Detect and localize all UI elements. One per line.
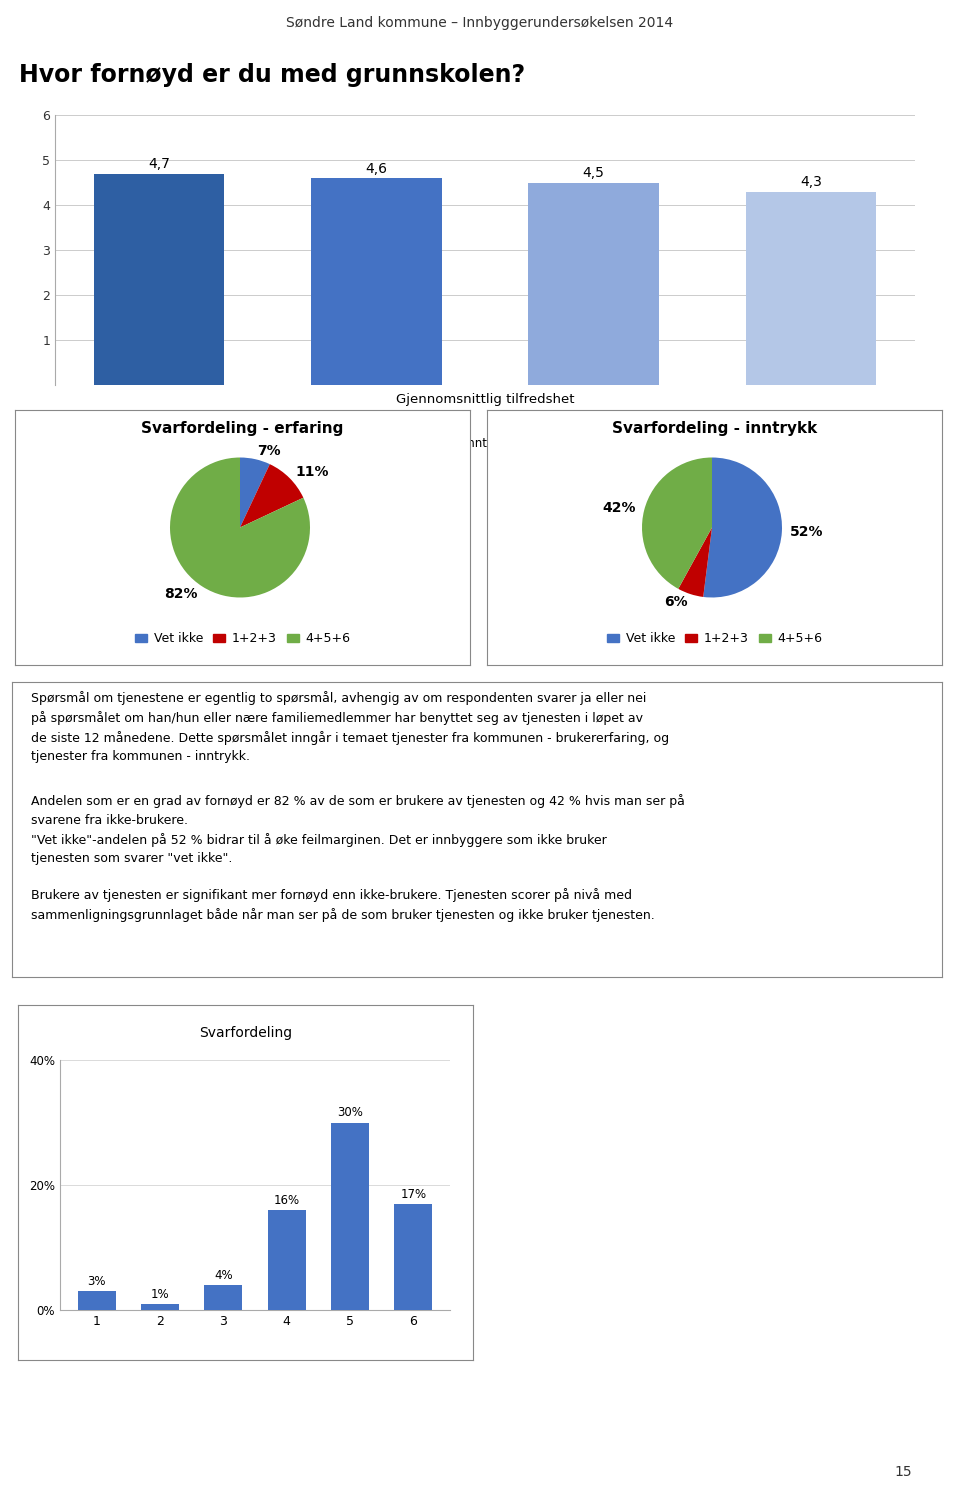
Text: 6%: 6% [664,595,687,608]
Bar [746,191,876,385]
Legend: Søndre Land - erfaring, Søndre Land - inntrykk, Landet - erfaring, Landet - innt: Søndre Land - erfaring, Søndre Land - in… [181,432,789,455]
Text: Hvor fornøyd er du med grunnskolen?: Hvor fornøyd er du med grunnskolen? [19,63,525,86]
Text: Spørsmål om tjenestene er egentlig to spørsmål, avhengig av om respondenten svar: Spørsmål om tjenestene er egentlig to sp… [31,690,669,763]
Text: 17%: 17% [400,1188,426,1200]
Wedge shape [642,458,712,589]
Bar [331,1123,369,1311]
Text: Svarfordeling: Svarfordeling [199,1026,292,1039]
Text: Svarfordeling - inntrykk: Svarfordeling - inntrykk [612,422,817,437]
X-axis label: Gjennomsnittlig tilfredshet: Gjennomsnittlig tilfredshet [396,394,574,407]
Text: 4,7: 4,7 [148,157,170,171]
Text: Svarfordeling - erfaring: Svarfordeling - erfaring [141,422,344,437]
Bar [311,177,442,385]
Wedge shape [170,458,310,598]
Text: Brukere av tjenesten er signifikant mer fornøyd enn ikke-brukere. Tjenesten scor: Brukere av tjenesten er signifikant mer … [31,889,655,923]
Text: 3%: 3% [87,1275,106,1288]
Text: 52%: 52% [790,525,824,540]
Bar [204,1285,242,1311]
Text: 4,6: 4,6 [366,161,388,176]
Text: 82%: 82% [164,586,198,601]
Text: 4,3: 4,3 [800,176,822,189]
Text: Andelen som er en grad av fornøyd er 82 % av de som er brukere av tjenesten og 4: Andelen som er en grad av fornøyd er 82 … [31,795,684,865]
Text: Søndre Land kommune – Innbyggerundersøkelsen 2014: Søndre Land kommune – Innbyggerundersøke… [286,15,674,30]
Bar [528,182,659,385]
Text: 4%: 4% [214,1269,232,1282]
Legend: Vet ikke, 1+2+3, 4+5+6: Vet ikke, 1+2+3, 4+5+6 [130,628,355,650]
Bar [395,1203,432,1311]
Wedge shape [240,458,270,528]
Text: 7%: 7% [257,444,280,458]
Bar [268,1211,305,1311]
Wedge shape [679,528,712,596]
Text: 11%: 11% [296,465,329,479]
Text: 15: 15 [895,1466,912,1479]
Bar [78,1291,116,1311]
Wedge shape [704,458,782,598]
Bar [94,173,225,385]
Wedge shape [240,464,303,528]
Text: 1%: 1% [151,1288,169,1300]
Text: 4,5: 4,5 [583,167,605,180]
Legend: Vet ikke, 1+2+3, 4+5+6: Vet ikke, 1+2+3, 4+5+6 [602,628,828,650]
Text: 42%: 42% [603,501,636,514]
Bar [141,1303,179,1311]
Text: 16%: 16% [274,1194,300,1206]
Text: 30%: 30% [337,1106,363,1120]
